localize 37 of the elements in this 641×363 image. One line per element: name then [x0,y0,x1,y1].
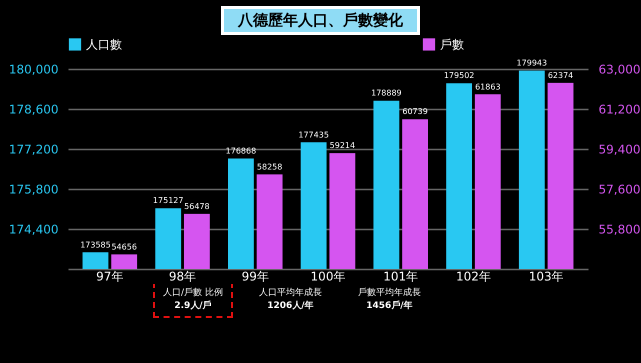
data-label: 60739 [402,107,428,116]
chart-title: 八德歷年人口、戶數變化 [221,6,420,35]
data-label: 175127 [152,196,184,206]
y-tick-label: 178,600 [8,102,58,116]
y2-tick-label: 55,800 [598,222,640,236]
data-label: 58258 [256,162,282,172]
y-tick-label: 180,000 [8,62,58,76]
legend-label: 人口數 [86,37,122,52]
outline-box: 人口/戶數 比例 2.9人/戶 [155,284,231,316]
text: 戶數平均年成長 1456戶/年 [358,287,421,313]
y2-tick-label: 63,000 [598,62,640,76]
x-tick-label: 101年 [383,270,418,284]
y2-tick-label: 61,200 [598,102,640,116]
x-tick-label: 100年 [310,270,346,284]
x-tick-label: 98年 [168,270,196,284]
data-label: 179943 [516,58,548,68]
data-label: 62374 [548,70,574,80]
y-tick-label: 174,400 [8,222,58,236]
data-label: 59214 [330,141,356,150]
data-label: 56478 [184,202,210,211]
y-tick-label: 177,200 [8,142,58,156]
legend-label: 戶數 [440,37,464,52]
data-label: 177435 [298,130,329,140]
y2-tick-label: 59,400 [598,142,640,156]
y2-tick-label: 57,600 [598,182,640,196]
data-label: 173585 [80,240,111,250]
y-tick-label: 175,800 [8,182,58,196]
x-tick-label: 97年 [96,270,124,284]
text: 人口平均年成長 1206人/年 [258,287,322,313]
data-label: 61863 [475,82,501,92]
data-label: 176868 [226,146,256,156]
x-tick-label: 103年 [528,270,564,284]
x-tick-label: 102年 [456,270,491,284]
data-label: 179502 [444,71,474,80]
data-label: 178889 [371,88,402,98]
x-tick-label: 99年 [242,270,269,284]
data-label: 54656 [111,242,137,252]
